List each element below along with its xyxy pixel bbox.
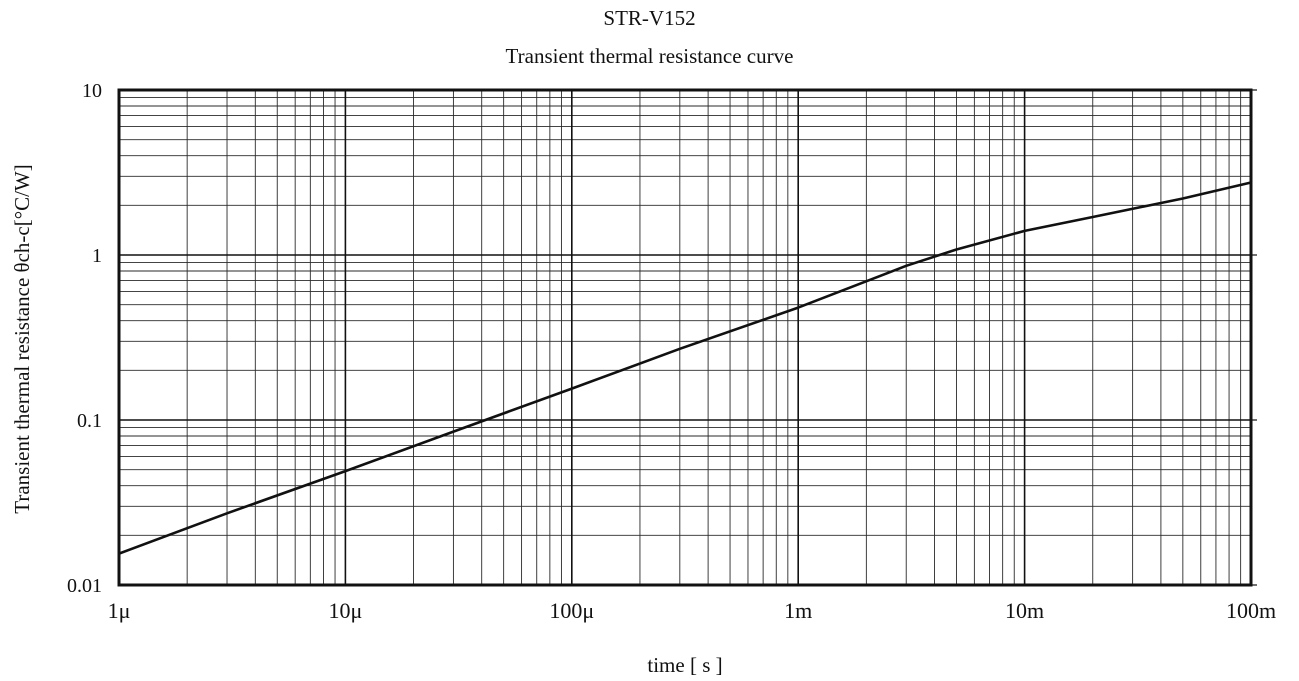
series-layer xyxy=(118,181,1252,555)
x-tick-label: 1μ xyxy=(108,598,131,623)
y-tick-label: 10 xyxy=(82,80,102,102)
grid-layer xyxy=(118,89,1252,586)
y-tick-label: 1 xyxy=(92,245,102,267)
x-axis-label: time [ s ] xyxy=(647,653,722,677)
y-tick-label: 0.01 xyxy=(67,575,102,597)
frame-layer xyxy=(117,88,1257,587)
plot-frame xyxy=(117,88,1253,587)
x-tick-label: 1m xyxy=(784,598,812,623)
x-tick-label: 100m xyxy=(1226,598,1276,623)
x-tick-label: 10μ xyxy=(329,598,363,623)
y-tick-label: 0.1 xyxy=(77,410,102,432)
y-axis-label: Transient thermal resistance θch-c[°C/W] xyxy=(10,164,34,513)
chart-subtitle: Transient thermal resistance curve xyxy=(505,44,794,68)
x-tick-label: 10m xyxy=(1005,598,1044,623)
x-tick-label: 100μ xyxy=(549,598,594,623)
tick-label-layer: 1μ 10μ 100μ 1m 10m 100m 0.01 0.1 1 10 xyxy=(67,80,1276,623)
chart-title: STR-V152 xyxy=(603,6,696,30)
series-line xyxy=(118,181,1252,555)
